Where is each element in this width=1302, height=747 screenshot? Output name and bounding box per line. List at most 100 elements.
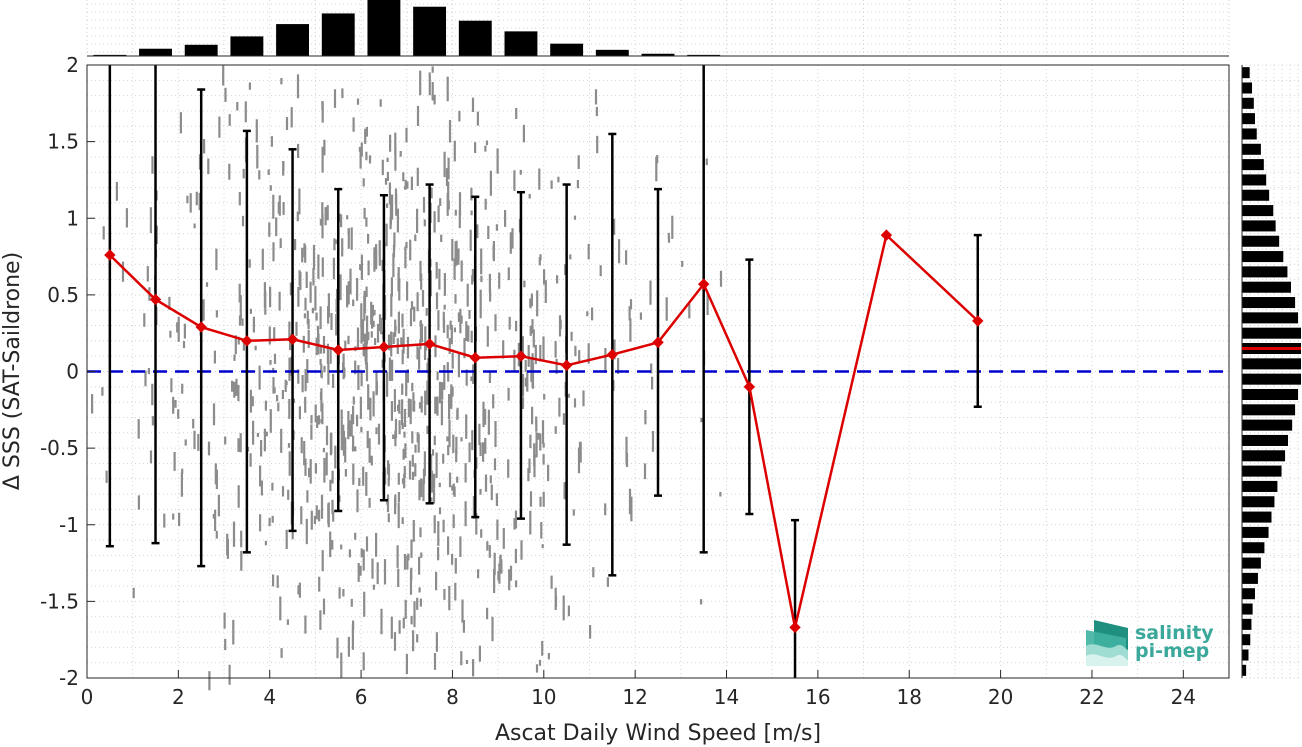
right-hist-bar — [1242, 266, 1288, 278]
top-hist-bar — [276, 24, 310, 56]
right-hist-bar — [1242, 82, 1253, 94]
right-hist-bar — [1242, 404, 1296, 416]
right-hist-bar — [1242, 327, 1301, 339]
right-hist-bar — [1242, 419, 1293, 431]
mean-marker — [560, 359, 573, 372]
x-tick-label: 24 — [1171, 685, 1196, 709]
top-hist-bar — [321, 13, 355, 57]
mean-series-line — [108, 232, 979, 628]
right-hist-bar — [1242, 618, 1252, 630]
right-hist-bar — [1242, 97, 1254, 109]
top-hist-bar — [139, 48, 172, 56]
y-tick-label: -1 — [59, 513, 79, 537]
mean-marker — [743, 381, 756, 393]
right-hist-bar — [1242, 358, 1301, 370]
logo-text-line2: pi-mep — [1135, 640, 1209, 662]
right-hist-bar — [1242, 281, 1291, 293]
right-hist-bar — [1242, 465, 1282, 477]
right-hist-bar — [1242, 480, 1278, 492]
x-tick-label: 22 — [1079, 685, 1104, 709]
right-hist-bar — [1242, 434, 1289, 446]
right-hist-bar — [1242, 388, 1299, 401]
right-hist-bar — [1242, 143, 1261, 155]
right-hist-bar — [1242, 159, 1264, 171]
top-hist-bar — [550, 43, 584, 56]
x-tick-label: 20 — [988, 685, 1013, 709]
y-tick-label: -2 — [59, 666, 79, 690]
right-hist-bar — [1242, 189, 1270, 201]
right-hist-bar — [1242, 113, 1255, 125]
y-tick-label: 0 — [66, 360, 79, 384]
y-tick-label: -1.5 — [40, 589, 79, 613]
x-axis-label: Ascat Daily Wind Speed [m/s] — [495, 721, 821, 746]
right-hist-bar — [1242, 205, 1274, 217]
mean-marker — [286, 333, 299, 346]
mean-marker — [697, 278, 710, 290]
right-histogram — [1241, 64, 1302, 679]
right-hist-bar — [1242, 235, 1280, 247]
mean-marker — [469, 352, 481, 364]
mean-marker — [104, 249, 116, 261]
x-tick-label: 8 — [446, 685, 459, 709]
mean-marker — [423, 338, 436, 350]
x-tick-label: 12 — [622, 685, 647, 709]
top-hist-bar — [413, 6, 447, 56]
x-tick-label: 4 — [263, 685, 276, 709]
right-hist-bar — [1242, 588, 1255, 600]
salinity-pi-mep-logo: salinity pi-mep — [1086, 620, 1214, 666]
right-hist-bar — [1242, 450, 1286, 462]
right-hist-bar — [1242, 649, 1249, 661]
top-hist-bar — [504, 31, 538, 56]
right-hist-bar — [1242, 603, 1253, 615]
y-tick-label: 2 — [66, 53, 79, 77]
x-tick-label: 6 — [355, 685, 368, 709]
right-hist-bar — [1242, 542, 1265, 554]
top-hist-bar — [184, 44, 218, 56]
right-hist-bar — [1242, 496, 1275, 508]
y-axis-label: Δ SSS (SAT-Saildrone) — [0, 252, 25, 490]
right-hist-bar — [1242, 373, 1301, 385]
mean-marker — [606, 348, 619, 361]
right-hist-bar — [1242, 526, 1269, 538]
main-plot-area — [86, 64, 1230, 691]
y-tick-label: -0.5 — [40, 436, 79, 460]
x-tick-label: 18 — [897, 685, 922, 709]
mean-marker — [515, 350, 527, 362]
right-hist-bar — [1242, 251, 1284, 263]
top-hist-bar — [641, 53, 675, 56]
mean-marker — [149, 293, 162, 306]
mean-marker — [652, 336, 664, 349]
logo-waves-icon — [1086, 620, 1128, 666]
right-hist-bar — [1242, 174, 1267, 186]
logo-text-line1: salinity — [1135, 622, 1214, 644]
scatter-points — [91, 65, 723, 691]
mean-marker — [378, 341, 390, 353]
x-tick-label: 2 — [172, 685, 185, 709]
right-hist-bar — [1242, 220, 1276, 232]
y-tick-label: 1 — [66, 206, 79, 230]
x-tick-label: 16 — [805, 685, 830, 709]
right-hist-bar — [1242, 634, 1251, 646]
right-hist-bar — [1242, 572, 1258, 584]
mean-marker — [241, 335, 253, 347]
top-hist-bar — [458, 20, 492, 56]
right-hist-bar — [1242, 664, 1247, 676]
top-hist-bar — [367, 0, 401, 56]
top-hist-bar — [595, 49, 629, 56]
x-tick-label: 14 — [714, 685, 739, 709]
right-hist-bar — [1242, 312, 1299, 324]
x-tick-label: 0 — [81, 685, 94, 709]
y-tick-label: 0.5 — [47, 283, 79, 307]
mean-marker — [332, 344, 344, 356]
right-hist-bar — [1242, 67, 1250, 79]
mean-marker — [880, 229, 893, 241]
x-tick-label: 10 — [531, 685, 556, 709]
right-hist-bar — [1242, 557, 1261, 569]
right-hist-bar — [1242, 128, 1257, 140]
right-hist-bar — [1242, 511, 1272, 523]
mean-marker — [195, 321, 207, 333]
top-histogram — [86, 0, 1230, 57]
y-tick-label: 1.5 — [47, 130, 79, 154]
mean-marker — [972, 315, 984, 327]
